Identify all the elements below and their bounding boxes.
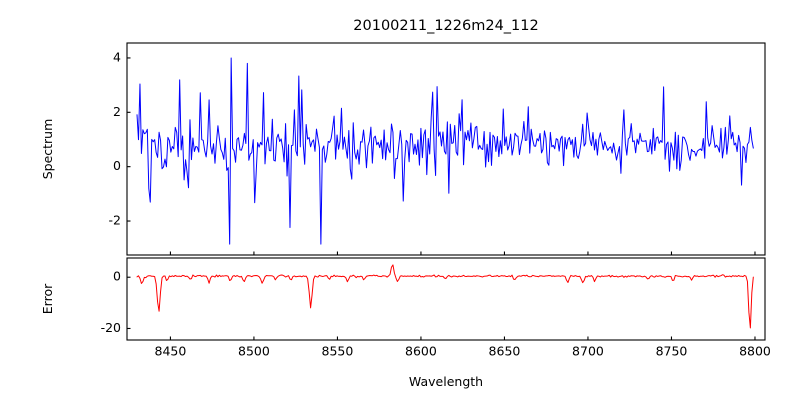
y-tick-label: -2 — [109, 213, 121, 228]
error-trace — [136, 264, 754, 329]
x-tick-label: 8600 — [405, 344, 437, 359]
x-tick-label: 8700 — [572, 344, 604, 359]
x-tick-label: 8650 — [489, 344, 521, 359]
y-axis-label: Spectrum — [40, 119, 55, 180]
panel-spectrum: -2 0 2 4 Spectrum — [40, 42, 766, 256]
y-tick-label: 0 — [113, 158, 121, 173]
x-tick-label: 8500 — [238, 344, 270, 359]
axes-frame — [126, 257, 766, 341]
x-tick-label: 8750 — [656, 344, 688, 359]
x-tick-label: 8450 — [155, 344, 187, 359]
x-axis-label: Wavelength — [409, 374, 483, 389]
x-tick-label: 8550 — [322, 344, 354, 359]
page-title: 20100211_1226m24_112 — [353, 18, 538, 34]
y-tick-label: -20 — [101, 320, 121, 335]
y-tick-label: 2 — [113, 104, 121, 119]
y-tick-label: 0 — [113, 269, 121, 284]
y-axis-label: Error — [40, 283, 55, 314]
axes-frame — [126, 42, 766, 256]
spectrum-trace — [136, 57, 754, 245]
panel-error: 8450 8500 8550 8600 8650 8700 8750 8800 -20 0 Erro… — [40, 257, 771, 359]
y-tick-label: 4 — [113, 49, 121, 64]
x-tick-label: 8800 — [739, 344, 771, 359]
